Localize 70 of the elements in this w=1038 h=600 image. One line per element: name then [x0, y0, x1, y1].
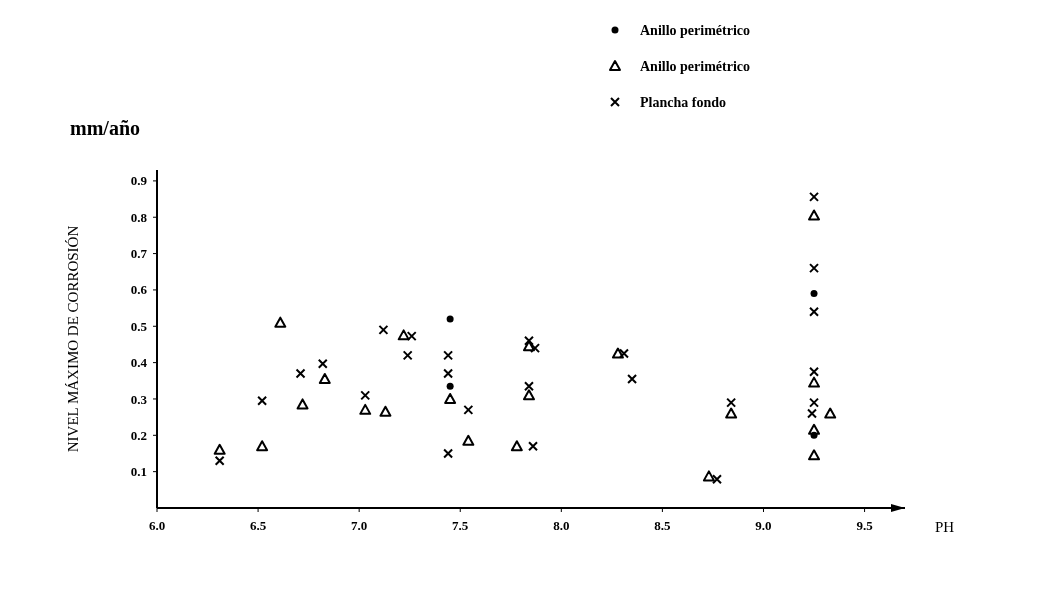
y-tick-label: 0.9	[130, 173, 148, 189]
point	[462, 434, 475, 446]
point	[446, 315, 454, 323]
y-tick-label: 0.1	[130, 464, 147, 480]
point	[627, 373, 638, 384]
point	[611, 347, 624, 359]
x-tick-label: 6.0	[148, 518, 166, 533]
y-tick-label: 0.5	[130, 318, 148, 334]
point	[809, 306, 820, 317]
point	[318, 372, 331, 384]
point	[446, 382, 454, 390]
point	[256, 440, 269, 452]
point	[295, 368, 306, 379]
point	[808, 209, 821, 221]
point	[443, 368, 454, 379]
point	[359, 403, 372, 415]
point	[528, 441, 539, 452]
point	[443, 448, 454, 459]
y-tick-label: 0.7	[130, 246, 148, 262]
point	[444, 392, 457, 404]
point	[809, 366, 820, 377]
x-axis-title: PH	[935, 519, 955, 535]
legend-label: Plancha fondo	[640, 94, 726, 110]
point	[406, 331, 417, 342]
point	[808, 376, 821, 388]
y-tick-label: 0.6	[130, 282, 148, 298]
point	[810, 290, 818, 298]
point	[402, 350, 413, 361]
point	[360, 390, 371, 401]
point	[397, 329, 410, 341]
x-tick-label: 7.0	[351, 518, 368, 533]
y-tick-label: 0.8	[130, 209, 148, 225]
legend-label: Anillo perimétrico	[640, 58, 751, 74]
point	[510, 440, 523, 452]
point	[725, 407, 738, 419]
point	[726, 397, 737, 408]
point	[808, 449, 821, 461]
point	[214, 455, 225, 466]
legend-label: Anillo perimétrico	[640, 22, 751, 38]
point	[702, 470, 715, 482]
point	[379, 405, 392, 417]
text: mm/año	[70, 117, 140, 139]
y-tick-label: 0.3	[130, 391, 148, 407]
y-axis-title: NIVEL MÁXIMO DE CORROSIÓN	[65, 225, 81, 453]
point	[523, 381, 534, 392]
y-tick-label: 0.4	[130, 355, 148, 371]
point	[522, 389, 535, 401]
point	[213, 443, 226, 455]
point	[711, 474, 722, 485]
x-tick-label: 9.0	[755, 518, 772, 533]
point	[274, 316, 287, 328]
point	[808, 423, 821, 435]
point	[618, 348, 629, 359]
point	[809, 191, 820, 202]
x-tick-label: 7.5	[452, 518, 469, 533]
x-tick-label: 6.5	[249, 518, 267, 533]
point	[523, 335, 534, 346]
point	[317, 358, 328, 369]
point	[824, 407, 837, 419]
point	[530, 343, 541, 354]
point	[378, 324, 389, 335]
point	[296, 398, 309, 410]
point	[463, 404, 474, 415]
point	[257, 395, 268, 406]
x-tick-label: 9.5	[856, 518, 874, 533]
point	[443, 350, 454, 361]
y-tick-label: 0.2	[130, 427, 147, 443]
point	[809, 263, 820, 274]
x-tick-label: 8.5	[654, 518, 672, 533]
x-tick-label: 8.0	[553, 518, 570, 533]
